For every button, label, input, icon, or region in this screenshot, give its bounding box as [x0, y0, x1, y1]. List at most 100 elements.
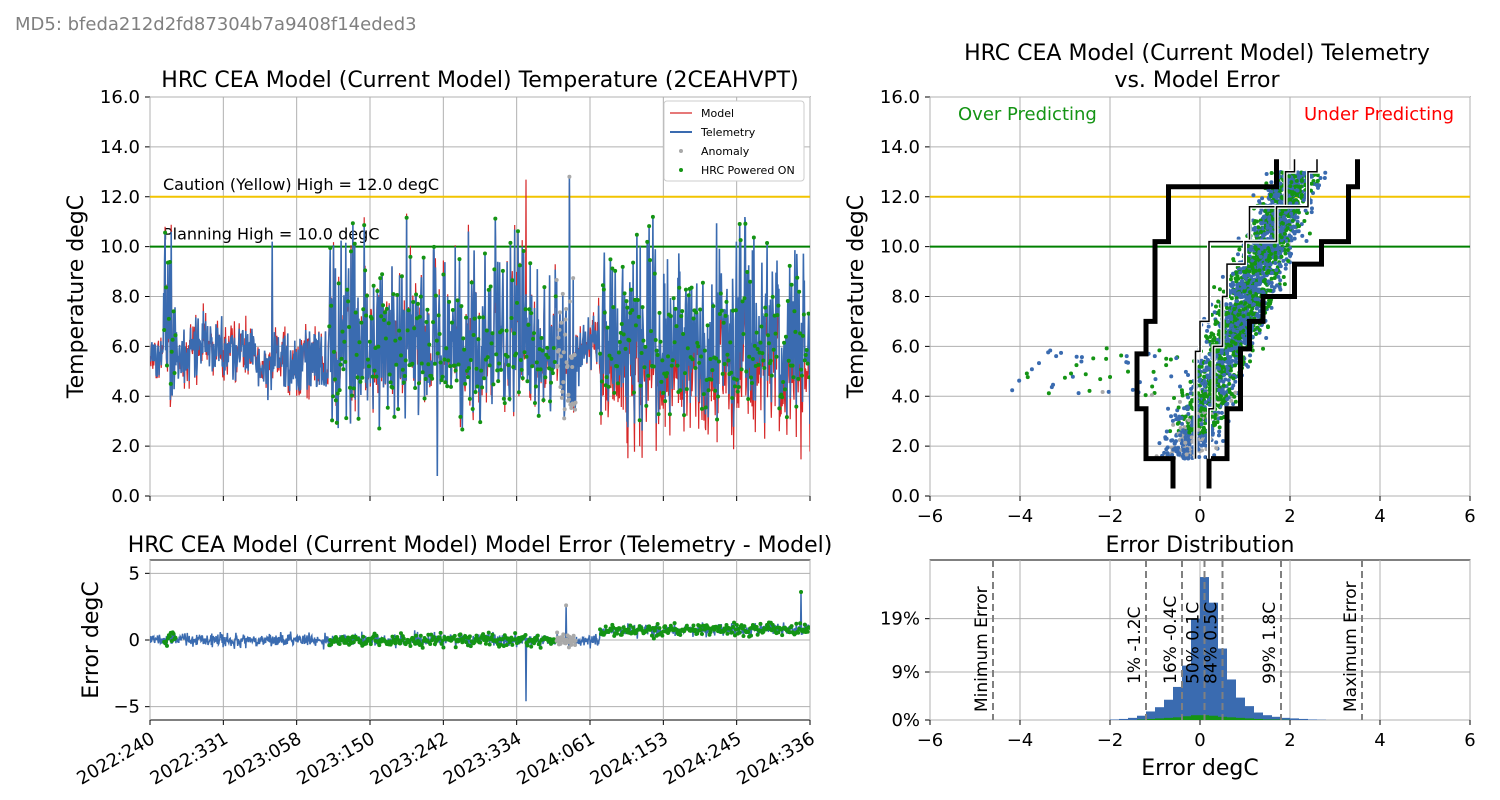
powered-on-point [426, 362, 431, 367]
anomaly-point [562, 416, 567, 421]
scatter-telemetry-point [1276, 192, 1281, 197]
scatter-powered-point [1188, 400, 1193, 405]
scatter-telemetry-point [1292, 236, 1297, 241]
scatter-powered-point [1213, 319, 1218, 324]
powered-on-point [381, 318, 386, 323]
hist-bar [1299, 718, 1308, 720]
hist-powered-bar [1182, 716, 1191, 720]
powered-on-point [685, 346, 690, 351]
error-xtick-label: 2023:058 [220, 728, 305, 789]
error-powered-point [377, 643, 382, 648]
scatter-telemetry-point [1219, 410, 1224, 415]
scatter-powered-point [1271, 217, 1276, 222]
scatter-powered-point [1253, 261, 1258, 266]
scatter-telemetry-point [1165, 451, 1170, 456]
scatter-telemetry-point [1261, 271, 1266, 276]
powered-on-point [347, 325, 352, 330]
scatter-powered-point [1233, 317, 1238, 322]
scatter-telemetry-point [1175, 416, 1180, 421]
scatter-telemetry-point [1284, 210, 1289, 215]
error-xtick-label: 2024:153 [587, 728, 672, 789]
scatter-telemetry-point [1180, 421, 1185, 426]
scatter-telemetry-point [1229, 323, 1234, 328]
scatter-telemetry-point [1186, 372, 1191, 377]
scatter-telemetry-point [1237, 291, 1242, 296]
error-powered-point [390, 634, 395, 639]
anomaly-point [557, 310, 562, 315]
scatter-telemetry-point [1260, 196, 1265, 201]
scatter-powered-point [1199, 406, 1204, 411]
powered-on-point [711, 304, 716, 309]
powered-on-point [782, 340, 787, 345]
scatter-telemetry-point [1269, 270, 1274, 275]
temperature-title: HRC CEA Model (Current Model) Temperatur… [161, 68, 798, 93]
error-powered-point [663, 624, 668, 629]
powered-on-point [173, 333, 178, 338]
scatter-telemetry-point [1279, 238, 1284, 243]
powered-on-point [673, 306, 678, 311]
powered-on-point [728, 340, 733, 345]
error-powered-point [408, 643, 413, 648]
scatter-powered-point [1233, 341, 1238, 346]
scatter-powered-point [1217, 425, 1222, 430]
powered-on-point [365, 357, 370, 362]
scatter-telemetry-point [1177, 452, 1182, 457]
scatter-telemetry-point [1186, 395, 1191, 400]
scatter-telemetry-point [1220, 274, 1225, 279]
powered-on-point [617, 340, 622, 345]
scatter-telemetry-point [1237, 304, 1242, 309]
scatter-ytick-label: 10.0 [880, 237, 920, 258]
powered-on-point [387, 372, 392, 377]
scatter-powered-point [1246, 312, 1251, 317]
powered-on-point [682, 371, 687, 376]
scatter-telemetry-point [1271, 211, 1276, 216]
scatter-powered-point [1234, 296, 1239, 301]
error-powered-point [389, 640, 394, 645]
error-powered-point [398, 641, 403, 646]
error-powered-point [724, 622, 729, 627]
error-ytick-label: 5 [129, 563, 140, 584]
scatter-powered-point [1025, 375, 1030, 380]
powered-on-point [552, 359, 557, 364]
powered-on-point [394, 362, 399, 367]
scatter-telemetry-point [1226, 378, 1231, 383]
scatter-telemetry-point [1249, 245, 1254, 250]
powered-on-point [508, 240, 513, 245]
scatter-telemetry-point [1279, 246, 1284, 251]
scatter-telemetry-point [1289, 211, 1294, 216]
scatter-powered-point [1227, 381, 1232, 386]
error-anomaly-point [558, 641, 563, 646]
scatter-telemetry-point [1227, 372, 1232, 377]
quantile-label: 99% 1.8C [1260, 602, 1280, 684]
error-powered-point [776, 630, 781, 635]
powered-on-point [763, 305, 768, 310]
anomaly-point [559, 320, 564, 325]
scatter-powered-point [1069, 371, 1074, 376]
powered-on-point [661, 390, 666, 395]
scatter-telemetry-point [1261, 214, 1266, 219]
error-powered-point [653, 625, 658, 630]
scatter-powered-point [1307, 231, 1312, 236]
powered-on-point [714, 356, 719, 361]
scatter-telemetry-point [1048, 348, 1053, 353]
scatter-powered-point [1267, 256, 1272, 261]
powered-on-point [800, 333, 805, 338]
powered-on-point [336, 281, 341, 286]
temperature-ylabel: Temperature degC [64, 195, 89, 399]
error-powered-point [706, 626, 711, 631]
scatter-telemetry-point [1203, 433, 1208, 438]
scatter-powered-point [1278, 212, 1283, 217]
scatter-telemetry-point [1130, 387, 1135, 392]
scatter-telemetry-point [1207, 366, 1212, 371]
powered-on-point [806, 311, 810, 316]
scatter-telemetry-point [1277, 262, 1282, 267]
hist-xtick-label: −2 [1097, 730, 1124, 751]
scatter-anomaly-point [1229, 398, 1234, 403]
anomaly-point [560, 389, 565, 394]
quantile-label: 16% -0.4C [1161, 596, 1181, 684]
powered-on-point [488, 284, 493, 289]
powered-on-point [487, 363, 492, 368]
powered-on-point [741, 332, 746, 337]
scatter-telemetry-point [1295, 170, 1300, 175]
powered-on-point [541, 398, 546, 403]
